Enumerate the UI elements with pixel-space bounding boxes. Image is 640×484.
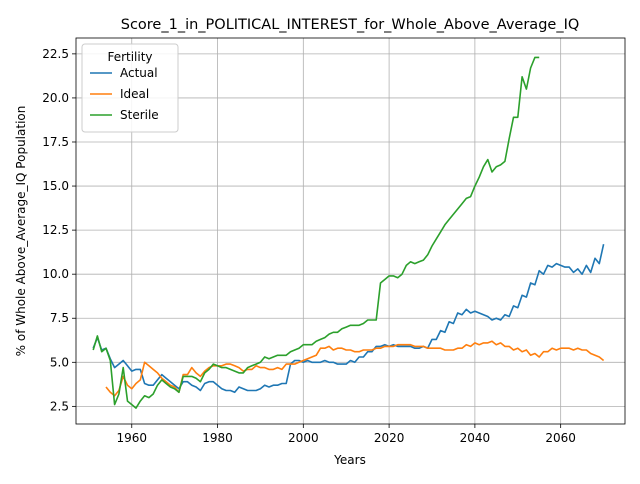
- x-tick-label: 1960: [116, 431, 147, 445]
- x-tick-label: 2000: [288, 431, 319, 445]
- y-tick-label: 12.5: [42, 223, 69, 237]
- series-lines: [92, 56, 605, 409]
- legend: Fertility Actual Ideal Sterile: [81, 43, 179, 133]
- y-tick-label: 7.5: [50, 311, 69, 325]
- y-axis-label: % of Whole Above_Average_IQ Population: [14, 106, 28, 357]
- series-line-actual: [92, 244, 605, 394]
- y-tick-label: 17.5: [42, 135, 69, 149]
- y-tick-label: 15.0: [42, 179, 69, 193]
- x-tick-label: 1980: [202, 431, 233, 445]
- legend-title: Fertility: [107, 50, 152, 64]
- y-tick-label: 20.0: [42, 91, 69, 105]
- y-tick-label: 10.0: [42, 267, 69, 281]
- x-tick-label: 2020: [374, 431, 405, 445]
- chart-title: Score_1_in_POLITICAL_INTEREST_for_Whole_…: [121, 17, 580, 33]
- y-tick-label: 2.5: [50, 399, 69, 413]
- y-tick-label: 22.5: [42, 47, 69, 61]
- legend-box: [81, 43, 179, 133]
- legend-label-ideal: Ideal: [120, 87, 149, 101]
- x-tick-label: 2060: [545, 431, 576, 445]
- plot-area: [75, 37, 626, 425]
- series-line-sterile: [92, 56, 540, 409]
- series-line-ideal: [105, 340, 605, 397]
- y-axis-ticks: 2.5 5.0 7.5 10.0 12.5 15.0 17.5 20.0 22.5: [42, 47, 76, 413]
- legend-items: Actual Ideal Sterile: [90, 66, 159, 122]
- legend-label-sterile: Sterile: [120, 108, 159, 122]
- grid-lines: [76, 38, 625, 424]
- legend-label-actual: Actual: [120, 66, 158, 80]
- x-axis-label: Years: [333, 453, 366, 467]
- y-tick-label: 5.0: [50, 355, 69, 369]
- x-axis-ticks: 1960 1980 2000 2020 2040 2060: [116, 424, 576, 445]
- x-tick-label: 2040: [460, 431, 491, 445]
